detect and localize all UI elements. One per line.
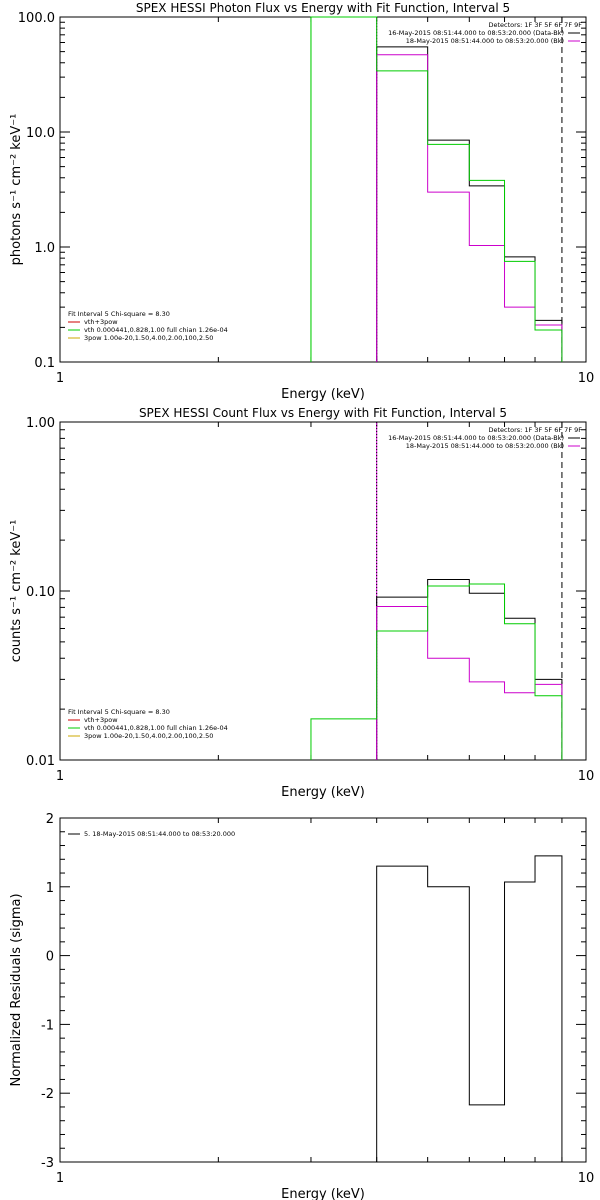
x-axis-label: Energy (keV) bbox=[281, 1187, 365, 1200]
legend-line: 3pow 1.00e-20,1.50,4.00,2.00,100,2.50 bbox=[84, 732, 213, 740]
legend-line: Fit Interval 5 Chi-square = 8.30 bbox=[68, 310, 170, 318]
y-tick-label: 0 bbox=[46, 950, 54, 965]
x-axis-label: Energy (keV) bbox=[281, 387, 365, 402]
series-line-1 bbox=[376, 46, 563, 362]
y-tick-label: -1 bbox=[41, 1018, 54, 1033]
y-tick-label: -3 bbox=[41, 1156, 54, 1171]
chart-panel-3: 1 10 -3 -2 -1 0 1 2 Energy (keV) Normalized Resid… bbox=[9, 812, 594, 1200]
header-line: 18-May-2015 08:51:44.000 to 08:53:20.000… bbox=[406, 37, 564, 45]
y-tick-label: 1 bbox=[46, 881, 54, 896]
y-tick-label: 1.0 bbox=[34, 241, 55, 256]
legend-line: vth 0.000441,0.828,1.00 full chian 1.26e… bbox=[84, 724, 228, 732]
header-line: Detectors: 1F 3F 5F 6F 7F 9F bbox=[488, 21, 582, 29]
chart-panel-2: 1 10 0.01 0.10 1.00 SPEX HESSI Count Flux vs … bbox=[9, 406, 594, 800]
x-tick-label: 10 bbox=[578, 769, 595, 784]
legend-line: 5. 18-May-2015 08:51:44.000 to 08:53:20.… bbox=[84, 830, 235, 838]
series-line-1 bbox=[376, 855, 563, 1162]
header-line: 18-May-2015 08:51:44.000 to 08:53:20.000… bbox=[406, 442, 564, 450]
y-tick-label: -2 bbox=[41, 1087, 54, 1102]
header-line: 16-May-2015 08:51:44.000 to 08:53:20.000… bbox=[388, 29, 564, 37]
y-axis-label: photons s⁻¹ cm⁻² keV⁻¹ bbox=[9, 114, 24, 266]
legend-line: vth+3pow bbox=[84, 318, 118, 326]
y-axis-label: counts s⁻¹ cm⁻² keV⁻¹ bbox=[9, 520, 24, 663]
series-line-2 bbox=[376, 54, 563, 362]
y-tick-label: 0.1 bbox=[34, 356, 55, 371]
legend-line: vth 0.000441,0.828,1.00 full chian 1.26e… bbox=[84, 326, 228, 334]
y-tick-label: 1.00 bbox=[26, 416, 55, 431]
y-tick-label: 0.10 bbox=[26, 585, 55, 600]
x-axis-label: Energy (keV) bbox=[281, 785, 365, 800]
y-tick-label: 10.0 bbox=[26, 126, 55, 141]
legend-line: 3pow 1.00e-20,1.50,4.00,2.00,100,2.50 bbox=[84, 334, 213, 342]
x-tick-label: 10 bbox=[578, 371, 595, 386]
series-line-1 bbox=[376, 578, 563, 760]
chart-panel-1: 1 10 0.1 1.0 10.0 100.0 SPEX HESSI Photon Flux… bbox=[9, 1, 594, 402]
series-line-3 bbox=[310, 583, 563, 760]
y-tick-label: 0.01 bbox=[26, 754, 55, 769]
header-line: 16-May-2015 08:51:44.000 to 08:53:20.000… bbox=[388, 434, 564, 442]
chart-title: SPEX HESSI Photon Flux vs Energy with Fi… bbox=[136, 1, 510, 15]
x-tick-label: 1 bbox=[56, 769, 64, 784]
x-tick-label: 10 bbox=[578, 1171, 595, 1186]
x-tick-label: 1 bbox=[56, 371, 64, 386]
series-line-2 bbox=[376, 605, 563, 760]
header-line: Detectors: 1F 3F 5F 6F 7F 9F bbox=[488, 426, 582, 434]
plot-frame bbox=[59, 817, 587, 1163]
y-axis-label: Normalized Residuals (sigma) bbox=[9, 893, 24, 1086]
y-tick-label: 2 bbox=[46, 812, 54, 827]
legend-line: Fit Interval 5 Chi-square = 8.30 bbox=[68, 708, 170, 716]
x-tick-label: 1 bbox=[56, 1171, 64, 1186]
chart-title: SPEX HESSI Count Flux vs Energy with Fit… bbox=[139, 406, 507, 420]
series-line-3 bbox=[310, 16, 563, 362]
y-tick-label: 100.0 bbox=[18, 11, 55, 26]
legend-line: vth+3pow bbox=[84, 716, 118, 724]
